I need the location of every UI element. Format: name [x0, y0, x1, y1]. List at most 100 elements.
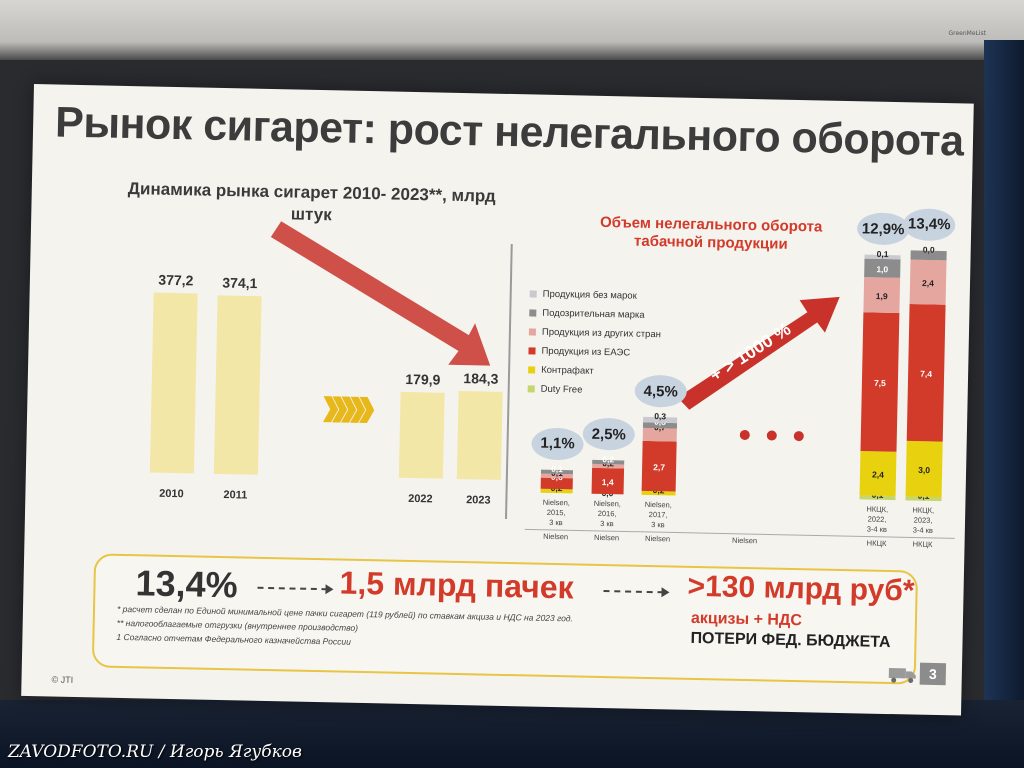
illegal-segment — [642, 427, 677, 442]
segment-label: 2,4 — [922, 278, 934, 288]
group-category-label: Nielsen, — [594, 499, 621, 509]
decline-arrow — [270, 221, 491, 366]
summary-share: 13,4% — [135, 562, 239, 606]
chevron-icon — [331, 396, 348, 423]
charts-canvas: 377,2 2010 374,1 2011 179,9 2022 184,3 2023 0,2 0… — [149, 221, 955, 549]
market-year-label: 2011 — [223, 489, 247, 501]
market-bar — [398, 391, 445, 479]
illegal-segment — [905, 440, 943, 498]
slide: Рынок сигарет: рост нелегального оборота… — [21, 84, 974, 716]
projector-brand: GreenMeList — [948, 30, 986, 37]
group-category-label: НКЦК, — [866, 505, 888, 514]
illegal-segment — [641, 490, 676, 496]
group-source-label: НКЦК — [913, 540, 934, 549]
group-category-label: 3 кв — [549, 518, 563, 527]
group-category-label: 3-4 кв — [913, 526, 933, 535]
market-bar — [213, 295, 262, 475]
group-category-label: 3 кв — [651, 520, 665, 529]
market-year-label: 2010 — [159, 488, 184, 501]
market-bar-label: 184,3 — [463, 370, 499, 387]
illegal-segment — [643, 416, 678, 424]
market-bar — [456, 391, 503, 480]
illegal-segment — [540, 473, 573, 479]
copyright: © JTI — [51, 674, 74, 685]
segment-label: 1,9 — [876, 291, 888, 301]
segment-label: 0,1 — [877, 249, 889, 259]
group-source-label: Nielsen — [594, 533, 619, 543]
chevron-icon — [322, 396, 339, 423]
illegal-segment — [592, 459, 625, 465]
page-number: 3 — [919, 662, 947, 686]
ellipsis-dot — [793, 431, 804, 442]
illegal-segment — [540, 469, 574, 475]
summary-budget: ПОТЕРИ ФЕД. БЮДЖЕТА — [690, 629, 891, 652]
segment-label: 0,5 — [923, 245, 935, 255]
illegal-segment — [592, 463, 625, 469]
footnote-3: 1 Согласно отчетам Федерального казначей… — [116, 631, 351, 647]
summary-packs: 1,5 млрд пачек — [339, 564, 574, 606]
illegal-segment — [859, 495, 896, 501]
segment-label: 3,0 — [918, 465, 930, 475]
growth-arrow — [677, 296, 840, 410]
ellipsis-dot — [739, 429, 750, 440]
group-category-label: 2022, — [868, 515, 887, 524]
chevron-icon — [340, 396, 357, 423]
group-category-label: 3-4 кв — [867, 525, 887, 534]
segment-label: 0,2 — [602, 454, 614, 464]
summary-taxes: акцизы + НДС — [690, 609, 803, 630]
group-category-label: 3 кв — [600, 519, 614, 528]
source-line — [524, 528, 955, 539]
illegal-segment — [906, 303, 946, 442]
illegal-segment — [864, 254, 901, 260]
chevron-icon — [349, 396, 366, 423]
segment-label: 1,0 — [876, 264, 888, 274]
segment-label: 7,5 — [874, 378, 886, 388]
illegal-segment — [905, 496, 942, 502]
illegal-segment — [864, 258, 901, 278]
summary-loss: >130 млрд руб* — [687, 569, 915, 608]
growth-annotation: + > 1000 % — [706, 319, 794, 386]
illegal-segment — [909, 259, 947, 305]
middle-source-label: Nielsen — [732, 536, 757, 546]
group-category-label: 2017, — [649, 510, 668, 519]
group-source-label: Nielsen — [543, 532, 568, 542]
room-wall-right — [984, 40, 1024, 768]
total-share-bubble: 13,4% — [902, 208, 956, 242]
illegal-segment — [591, 467, 625, 495]
illegal-segment — [641, 440, 677, 492]
illegal-segment — [860, 312, 900, 452]
segment-label: 0,1 — [551, 464, 563, 474]
room-wall-top — [0, 0, 1024, 60]
illegal-segment — [642, 422, 678, 429]
truck-icon — [888, 668, 916, 683]
illegal-segment — [540, 477, 573, 490]
market-year-label: 2023 — [466, 494, 491, 507]
illegal-segment — [910, 250, 947, 261]
footnote-2: ** налогооблагаемые отгрузки (внутреннее… — [116, 617, 359, 633]
arrow-dashed-2 — [603, 590, 664, 594]
group-category-label: Nielsen, — [645, 500, 672, 510]
segment-label: 7,4 — [920, 369, 932, 379]
market-bar-label: 377,2 — [158, 272, 194, 289]
illegal-segment — [863, 277, 901, 314]
group-source-label: НКЦК — [867, 539, 888, 548]
segment-label: 2,7 — [653, 462, 665, 472]
group-category-label: 2023, — [914, 516, 933, 525]
summary-box: 13,4% 1,5 млрд пачек >130 млрд руб* акци… — [91, 553, 919, 685]
market-bar — [149, 292, 198, 474]
group-category-label: 2016, — [598, 509, 617, 518]
illegal-segment — [540, 488, 573, 494]
segment-label: 0,0 — [923, 245, 935, 255]
photo-watermark: ZAVODFOTO.RU / Игорь Ягубков — [8, 742, 302, 762]
illegal-segment — [859, 450, 897, 497]
market-year-label: 2022 — [408, 493, 433, 506]
total-share-bubble: 1,1% — [531, 427, 584, 461]
chevron-icon — [358, 396, 375, 424]
segment-label: 0,3 — [654, 411, 666, 421]
group-category-label: НКЦК, — [912, 505, 934, 514]
ellipsis-dot — [766, 430, 777, 441]
market-bar-label: 374,1 — [222, 274, 258, 291]
segment-label: 2,4 — [872, 469, 884, 479]
group-category-label: Nielsen, — [543, 498, 570, 508]
segment-label: 1,4 — [602, 477, 614, 487]
